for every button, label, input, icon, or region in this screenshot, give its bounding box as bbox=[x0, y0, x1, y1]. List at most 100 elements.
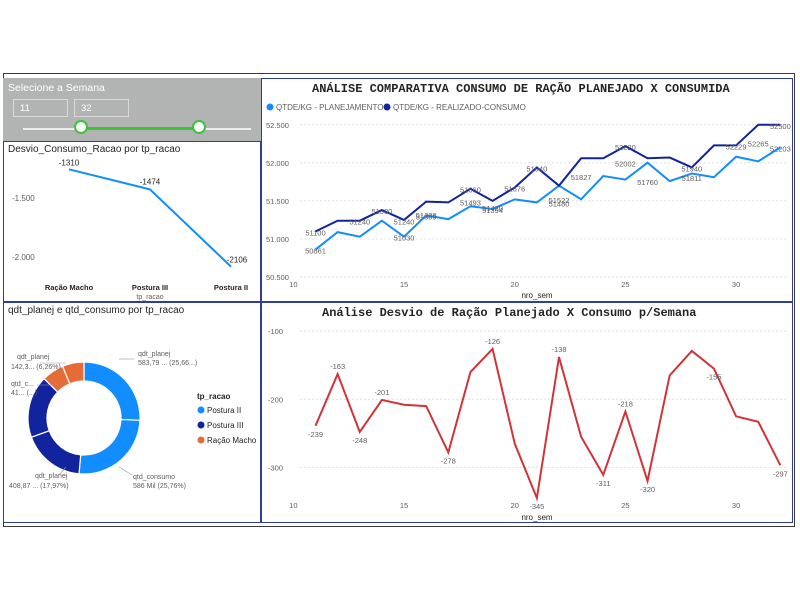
data-label: -345 bbox=[529, 502, 544, 511]
data-label: -126 bbox=[485, 337, 500, 346]
week-slicer[interactable]: Selecione a Semana 11 32 bbox=[3, 78, 261, 141]
data-label: 51760 bbox=[637, 178, 658, 187]
data-label: 51827 bbox=[571, 173, 592, 182]
x-axis-title: nro_sem bbox=[521, 291, 552, 300]
data-label: 51493 bbox=[460, 198, 481, 207]
desvio-tipo-chart: -1.500 -2.000 Ração Macho Postura III Po… bbox=[12, 158, 248, 301]
y-tick-label: 52.000 bbox=[266, 159, 289, 168]
comparativa-chart: QTDE/KG - PLANEJAMENTO QTDE/KG - REALIZA… bbox=[266, 103, 791, 300]
desvio-semana-panel: Análise Desvio de Ração Planejado X Cons… bbox=[261, 302, 793, 523]
data-label: 51811 bbox=[682, 174, 702, 183]
donut-title: qdt_planej e qtd_consumo por tp_racao bbox=[8, 305, 185, 316]
data-label: -297 bbox=[773, 469, 788, 478]
donut-slice[interactable] bbox=[61, 361, 85, 385]
slider-max-handle[interactable] bbox=[192, 120, 206, 134]
slider-min-handle[interactable] bbox=[74, 120, 88, 134]
callout-macho-planej-name: qdt_planej bbox=[17, 354, 50, 361]
data-label: 52002 bbox=[615, 160, 636, 169]
donut-chart: qdt_planej 583,79 ... (25,66...) qtd_con… bbox=[9, 351, 257, 490]
desvio-tipo-panel: Desvio_Consumo_Racao por tp_racao -1.500… bbox=[3, 141, 261, 302]
realizado-line bbox=[315, 123, 781, 233]
data-label: 51394 bbox=[482, 206, 503, 215]
data-label: -2106 bbox=[227, 256, 248, 265]
callout-macho-consumo-name: qtd_c... bbox=[11, 381, 34, 388]
legend-marker-postura2 bbox=[197, 406, 205, 414]
data-label: 51940 bbox=[681, 164, 702, 173]
donut-panel: qdt_planej e qtd_consumo por tp_racao qd… bbox=[3, 302, 261, 523]
data-label: 51380 bbox=[371, 207, 392, 216]
data-label: -239 bbox=[308, 430, 323, 439]
data-label: 51480 bbox=[549, 199, 570, 208]
donut-slice[interactable] bbox=[30, 429, 82, 475]
data-label: 52220 bbox=[615, 143, 636, 152]
data-label: 51100 bbox=[305, 228, 325, 237]
x-tick-label: 20 bbox=[511, 280, 519, 289]
x-tick-label: 30 bbox=[732, 280, 740, 289]
data-label: 52265 bbox=[748, 140, 769, 149]
x-tick-label: 20 bbox=[511, 501, 519, 510]
desvio-semana-chart: nro_sem -100 -200 -300 10 15 20 25 30 -239 -163 -2… bbox=[268, 327, 788, 522]
data-label: -248 bbox=[352, 436, 367, 445]
callout-macho-consumo-value: 41... (...) bbox=[11, 390, 37, 397]
legend-label-planejamento[interactable]: QTDE/KG - PLANEJAMENTO bbox=[276, 103, 383, 112]
y-tick-label: 51.000 bbox=[266, 235, 289, 244]
data-label: 51030 bbox=[394, 234, 415, 243]
legend-label-postura3[interactable]: Postura III bbox=[207, 421, 243, 430]
data-label: 51420 bbox=[482, 204, 503, 213]
data-label: 51240 bbox=[349, 218, 370, 227]
data-label: 52203 bbox=[770, 144, 791, 153]
y-tick-label: -100 bbox=[268, 327, 283, 336]
y-tick-label: 51.500 bbox=[266, 197, 289, 206]
comparativa-title: ANÁLISE COMPARATIVA CONSUMO DE RAÇÃO PLA… bbox=[312, 82, 730, 96]
y-tick-label: 50.500 bbox=[266, 273, 289, 282]
desvio-tipo-line bbox=[68, 168, 232, 268]
legend-label-postura2[interactable]: Postura II bbox=[207, 406, 241, 415]
data-label: -163 bbox=[330, 362, 345, 371]
desvio-tipo-title: Desvio_Consumo_Racao por tp_racao bbox=[8, 144, 181, 155]
callout-line bbox=[118, 466, 133, 476]
x-tick-label: 30 bbox=[732, 501, 740, 510]
legend-marker-realizado bbox=[383, 103, 391, 111]
callout-postura2-planej-name: qdt_planej bbox=[138, 351, 171, 358]
callout-postura2-consumo-value: 586 Mil (25,76%) bbox=[133, 483, 186, 490]
legend-marker-macho bbox=[197, 436, 205, 444]
callout-postura2-planej-value: 583,79 ... (25,66...) bbox=[138, 360, 197, 367]
data-label: 51309 bbox=[416, 212, 437, 221]
x-category-label: Postura II bbox=[214, 283, 248, 292]
data-label: -1474 bbox=[140, 177, 161, 186]
legend-marker-postura3 bbox=[197, 421, 205, 429]
data-label: -1310 bbox=[59, 158, 80, 167]
legend-label-macho[interactable]: Ração Macho bbox=[207, 436, 257, 445]
callout-postura3-planej-value: 408,87 ... (17,97%) bbox=[9, 483, 69, 490]
x-tick-label: 10 bbox=[289, 280, 297, 289]
data-label: 51940 bbox=[526, 164, 547, 173]
y-tick-label: 52.500 bbox=[266, 121, 289, 130]
x-tick-label: 15 bbox=[400, 501, 408, 510]
slicer-min-input[interactable]: 11 bbox=[13, 99, 68, 117]
y-tick-label: -2.000 bbox=[12, 253, 35, 262]
y-tick-label: -200 bbox=[268, 395, 283, 404]
legend-label-realizado[interactable]: QTDE/KG - REALIZADO-CONSUMO bbox=[393, 103, 526, 112]
desvio-semana-line bbox=[314, 346, 782, 502]
data-label: 51522 bbox=[549, 196, 570, 205]
planejamento-line bbox=[314, 146, 781, 251]
x-tick-label: 10 bbox=[289, 501, 297, 510]
donut-slice[interactable] bbox=[83, 361, 141, 421]
y-tick-label: -1.500 bbox=[12, 194, 35, 203]
data-label: 52229 bbox=[726, 142, 747, 151]
y-tick-label: -300 bbox=[268, 463, 283, 472]
slicer-title: Selecione a Semana bbox=[8, 82, 105, 94]
desvio-semana-title: Análise Desvio de Ração Planejado X Cons… bbox=[322, 306, 697, 320]
slicer-max-input[interactable]: 32 bbox=[74, 99, 129, 117]
data-label: 51660 bbox=[460, 186, 481, 195]
data-label: -138 bbox=[551, 345, 566, 354]
data-label: -320 bbox=[640, 485, 655, 494]
data-label: -201 bbox=[374, 388, 389, 397]
callout-postura3-planej-name: qdt_planej bbox=[35, 473, 68, 480]
x-tick-label: 25 bbox=[621, 280, 629, 289]
donut-slice[interactable] bbox=[78, 418, 141, 475]
callout-postura2-consumo-name: qtd_consumo bbox=[133, 474, 175, 481]
x-axis-title: tp_racao bbox=[136, 294, 163, 301]
data-label: -155 bbox=[706, 373, 721, 382]
comparativa-panel: ANÁLISE COMPARATIVA CONSUMO DE RAÇÃO PLA… bbox=[261, 78, 793, 302]
